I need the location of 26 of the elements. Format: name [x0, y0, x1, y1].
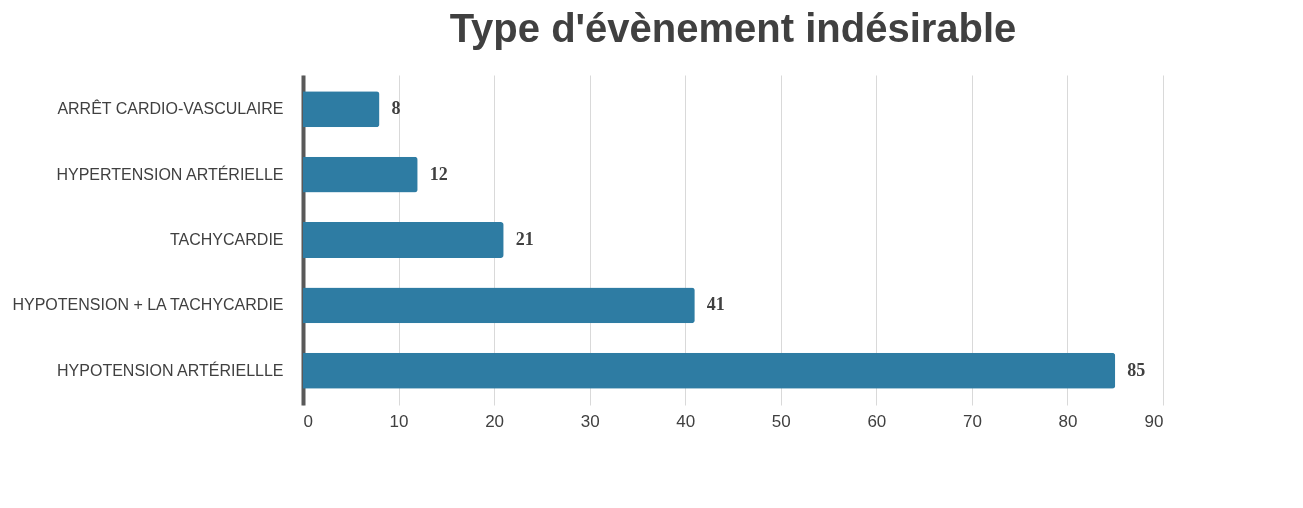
- y-tick-label: ARRÊT CARDIO-VASCULAIRE: [57, 99, 284, 118]
- x-tick-label: 10: [389, 411, 409, 431]
- x-tick-label: 30: [580, 411, 600, 431]
- bar: [303, 352, 1116, 389]
- x-tick-label: 60: [867, 411, 887, 431]
- y-tick-label: HYPOTENSION ARTÉRIELLLE: [57, 360, 284, 379]
- bar: [303, 287, 695, 324]
- x-tick-label: 40: [676, 411, 696, 431]
- chart-title: Type d'évènement indésirable: [449, 6, 1017, 50]
- bar: [303, 156, 418, 193]
- bar: [303, 222, 504, 258]
- data-label: 12: [429, 163, 448, 184]
- data-label: 41: [706, 294, 725, 315]
- data-label: 21: [515, 229, 534, 249]
- y-tick-label: HYPOTENSION + LA TACHYCARDIE: [12, 296, 284, 314]
- bar: [303, 91, 380, 128]
- x-tick-label: 90: [1144, 411, 1164, 431]
- x-tick-label: 50: [771, 411, 791, 431]
- data-label: 8: [391, 98, 401, 119]
- x-tick-label: 80: [1058, 411, 1078, 431]
- x-tick-label: 0: [303, 411, 313, 431]
- data-label: 85: [1127, 359, 1146, 380]
- x-tick-label: 20: [485, 411, 505, 431]
- x-tick-label: 70: [962, 411, 982, 431]
- y-tick-label: HYPERTENSION ARTÉRIELLE: [56, 164, 284, 183]
- y-tick-label: TACHYCARDIE: [170, 231, 284, 248]
